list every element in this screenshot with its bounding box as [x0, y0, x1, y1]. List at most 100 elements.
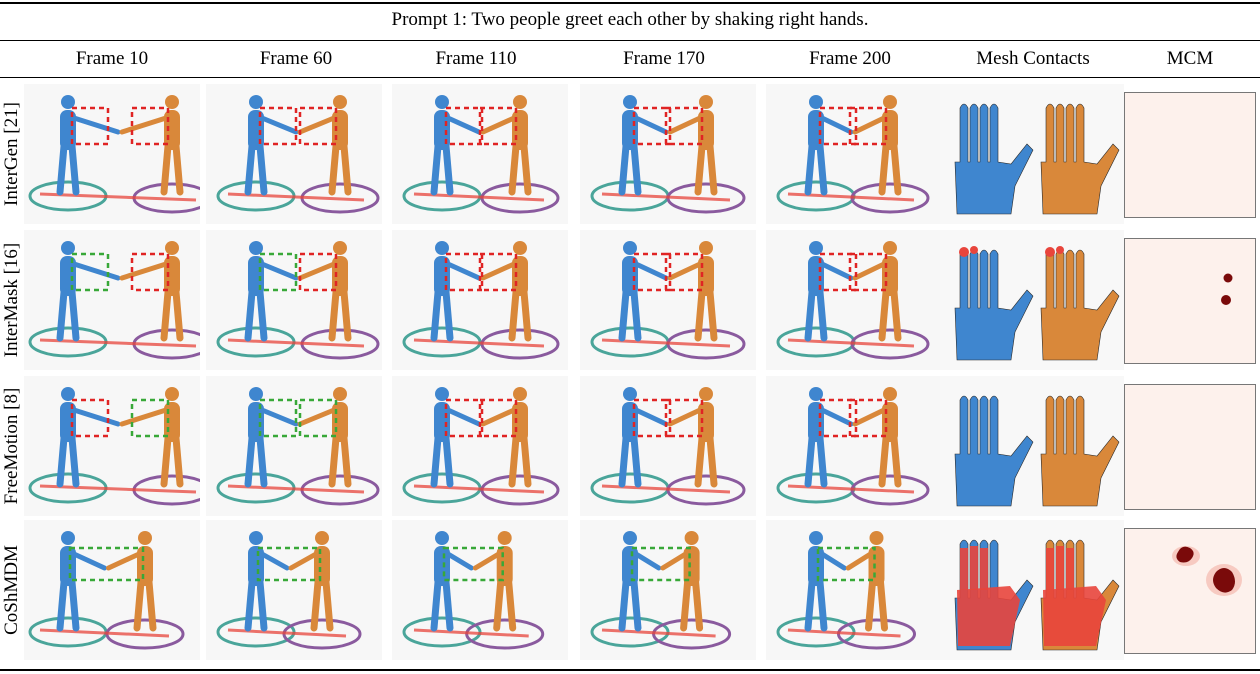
contact-box [664, 252, 704, 292]
blue-arm [819, 551, 847, 571]
orange-person-figure [680, 531, 704, 632]
frame-image [580, 84, 756, 224]
blue-person-figure [56, 531, 80, 632]
blue-person-figure [804, 531, 828, 632]
contact-box [130, 252, 170, 292]
blue-person-figure [244, 531, 268, 632]
frame-image [766, 520, 942, 660]
orange-arm [119, 261, 169, 281]
orange-person-figure [133, 531, 157, 632]
trajectory-ring-teal [776, 616, 856, 648]
mcm-heatmap [1124, 238, 1256, 364]
blue-hand-mesh [954, 395, 1034, 507]
frame-image [392, 230, 568, 370]
orange-arm [667, 115, 703, 135]
contact-box [70, 252, 110, 292]
orange-arm [288, 551, 319, 571]
contact-box [130, 106, 170, 146]
blue-arm [445, 261, 482, 281]
frame-image [580, 376, 756, 516]
contact-box [630, 546, 691, 582]
blue-person-figure [56, 241, 80, 342]
blue-arm [819, 115, 854, 135]
contact-box [632, 252, 672, 292]
orange-arm [852, 407, 887, 427]
blue-person-figure [804, 95, 828, 196]
contact-box [258, 398, 298, 438]
frame-image [766, 230, 942, 370]
blue-arm [259, 407, 299, 427]
frame-image [24, 230, 200, 370]
orange-arm [667, 261, 703, 281]
blue-arm [71, 551, 107, 571]
contact-box [632, 106, 672, 146]
orange-arm [660, 551, 689, 571]
frame-image [206, 230, 382, 370]
contact-box [632, 398, 672, 438]
prompt-caption: Prompt 1: Two people greet each other by… [391, 9, 869, 30]
frame-image [206, 376, 382, 516]
blue-arm [445, 551, 474, 571]
frame-image [24, 520, 200, 660]
orange-arm [472, 551, 502, 571]
prompt-rule [0, 40, 1260, 41]
method-label: CoShMDM [1, 545, 22, 635]
contact-box [848, 252, 888, 292]
frame-image [24, 84, 200, 224]
frame-image [24, 376, 200, 516]
mcm-blob [1221, 295, 1231, 305]
blue-person-figure [430, 531, 454, 632]
contact-box [258, 252, 298, 292]
mcm-blob [1213, 568, 1235, 593]
trajectory-arrow [39, 192, 197, 202]
mcm-heatmap [1124, 92, 1256, 218]
header-rule [0, 77, 1260, 78]
orange-arm [480, 261, 517, 281]
contact-box [664, 106, 704, 146]
method-label: FreeMotion [8] [1, 387, 22, 505]
frame-image [206, 84, 382, 224]
frame-image [392, 376, 568, 516]
frame-image [580, 520, 756, 660]
contact-box [818, 398, 858, 438]
orange-arm [852, 115, 887, 135]
orange-person-figure [865, 531, 888, 632]
orange-arm [845, 551, 873, 571]
orange-arm [852, 261, 887, 281]
mesh-contacts-image [940, 230, 1124, 370]
contact-box [444, 106, 484, 146]
frame-image [392, 520, 568, 660]
orange-arm [119, 407, 169, 427]
blue-arm [633, 551, 662, 571]
blue-arm [259, 115, 299, 135]
contact-box [818, 106, 858, 146]
bottom-rule [0, 669, 1260, 671]
mesh-contacts-image [940, 520, 1124, 660]
blue-arm [445, 115, 482, 135]
frame-image [392, 84, 568, 224]
column-header-1: Frame 60 [259, 48, 333, 69]
contact-box [70, 398, 110, 438]
orange-arm [297, 115, 337, 135]
column-header-3: Frame 170 [623, 48, 705, 69]
contact-box [70, 106, 110, 146]
orange-person-figure [493, 531, 517, 632]
contact-box [68, 546, 145, 582]
column-header-6: MCM [1166, 48, 1214, 69]
mcm-blob [1176, 546, 1194, 563]
contact-box [256, 546, 322, 582]
contact-box [664, 398, 704, 438]
trajectory-arrow [39, 338, 197, 348]
contact-box [848, 398, 888, 438]
contact-box [478, 106, 518, 146]
orange-arm [667, 407, 703, 427]
orange-arm [480, 407, 517, 427]
contact-box [298, 252, 338, 292]
blue-person-figure [244, 387, 268, 488]
method-label: InterGen [21] [1, 102, 22, 206]
trajectory-arrow [39, 484, 197, 494]
orange-hand-mesh [1040, 539, 1120, 651]
blue-arm [633, 407, 669, 427]
blue-arm [633, 115, 669, 135]
frame-image [206, 520, 382, 660]
